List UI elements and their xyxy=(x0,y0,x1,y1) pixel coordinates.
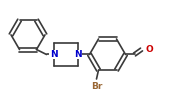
Text: O: O xyxy=(146,45,153,54)
Text: N: N xyxy=(74,50,81,59)
Text: N: N xyxy=(50,50,57,59)
Text: Br: Br xyxy=(91,82,102,91)
